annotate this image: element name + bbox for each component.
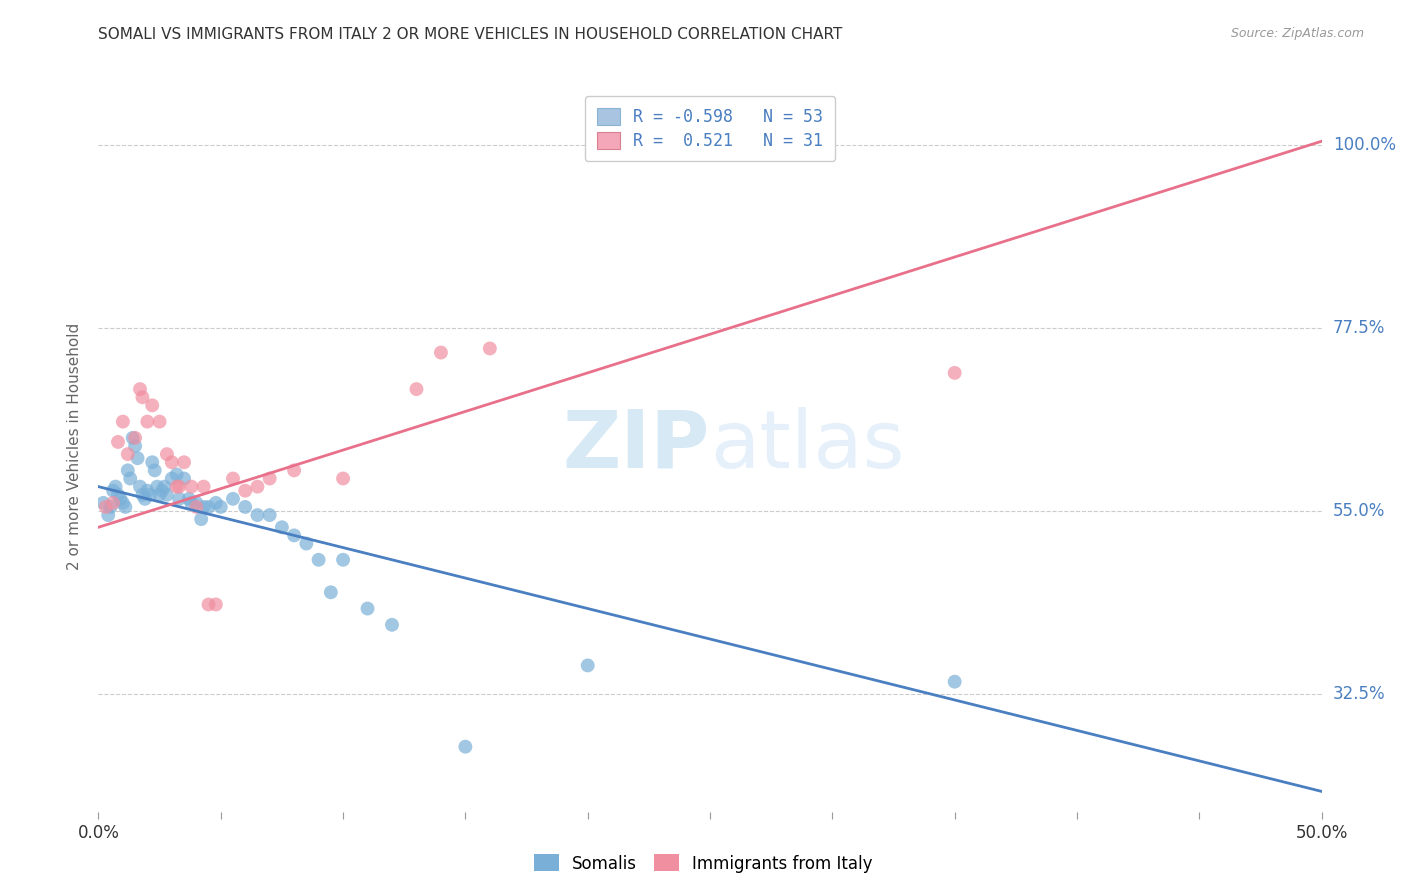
Point (177, 491, 200, 506)
Point (332, 553, 354, 567)
Point (111, 496, 134, 510)
Point (308, 553, 330, 567)
Point (283, 463, 305, 477)
Point (121, 431, 143, 445)
Point (146, 480, 169, 494)
Point (114, 500, 136, 514)
Point (136, 483, 159, 498)
Point (110, 491, 132, 506)
Text: 77.5%: 77.5% (1333, 319, 1385, 337)
Point (270, 520, 294, 534)
Point (943, 366, 966, 380)
Point (100, 500, 122, 514)
Point (186, 500, 208, 514)
Point (91, 496, 114, 510)
Text: Source: ZipAtlas.com: Source: ZipAtlas.com (1230, 27, 1364, 40)
Point (295, 536, 318, 550)
Point (97, 508, 120, 522)
Point (139, 488, 162, 502)
Point (173, 471, 195, 485)
Point (107, 488, 129, 502)
Point (167, 480, 190, 494)
Point (205, 598, 228, 612)
Point (430, 345, 453, 359)
Point (143, 463, 166, 477)
Point (153, 480, 176, 494)
Text: 32.5%: 32.5% (1333, 685, 1385, 703)
Point (180, 496, 202, 510)
Point (233, 483, 256, 498)
Point (131, 488, 153, 502)
Point (283, 528, 305, 542)
Point (141, 455, 163, 469)
Point (101, 483, 124, 498)
Point (149, 415, 172, 429)
Point (131, 390, 153, 404)
Point (166, 467, 188, 482)
Point (405, 382, 427, 396)
Y-axis label: 2 or more Vehicles in Household: 2 or more Vehicles in Household (67, 322, 83, 570)
Point (124, 439, 146, 453)
Point (127, 451, 149, 466)
Point (246, 508, 269, 522)
Point (111, 415, 134, 429)
Point (167, 491, 190, 506)
Point (246, 480, 269, 494)
Point (259, 508, 281, 522)
Point (166, 480, 188, 494)
Text: ZIP: ZIP (562, 407, 710, 485)
Point (259, 471, 281, 485)
Point (332, 471, 354, 485)
Legend: Somalis, Immigrants from Italy: Somalis, Immigrants from Italy (527, 847, 879, 880)
Point (186, 496, 208, 510)
Point (205, 496, 228, 510)
Point (197, 500, 219, 514)
Point (222, 471, 245, 485)
Point (381, 617, 404, 632)
Point (104, 480, 127, 494)
Point (124, 431, 146, 445)
Point (160, 471, 183, 485)
Point (150, 483, 173, 498)
Point (173, 455, 195, 469)
Point (141, 398, 163, 412)
Text: 55.0%: 55.0% (1333, 502, 1385, 520)
Point (107, 434, 129, 449)
Point (136, 415, 159, 429)
Text: atlas: atlas (710, 407, 904, 485)
Point (134, 491, 156, 506)
Point (117, 447, 139, 461)
Point (117, 463, 139, 477)
Point (319, 585, 342, 599)
Point (149, 488, 172, 502)
Point (356, 601, 378, 615)
Point (478, 342, 501, 356)
Point (193, 480, 215, 494)
Point (222, 491, 245, 506)
Point (454, 739, 477, 754)
Text: SOMALI VS IMMIGRANTS FROM ITALY 2 OR MORE VEHICLES IN HOUSEHOLD CORRELATION CHAR: SOMALI VS IMMIGRANTS FROM ITALY 2 OR MOR… (98, 27, 842, 42)
Point (576, 658, 599, 673)
Point (94, 500, 117, 514)
Point (209, 500, 232, 514)
Point (943, 674, 966, 689)
Point (233, 500, 256, 514)
Point (180, 480, 202, 494)
Point (193, 500, 215, 514)
Point (190, 512, 212, 526)
Point (160, 455, 183, 469)
Point (101, 496, 124, 510)
Point (129, 382, 152, 396)
Point (156, 488, 179, 502)
Point (156, 447, 179, 461)
Point (120, 471, 142, 485)
Point (129, 480, 152, 494)
Text: 100.0%: 100.0% (1333, 136, 1396, 154)
Point (197, 598, 219, 612)
Legend: R = -0.598   N = 53, R =  0.521   N = 31: R = -0.598 N = 53, R = 0.521 N = 31 (585, 96, 835, 161)
